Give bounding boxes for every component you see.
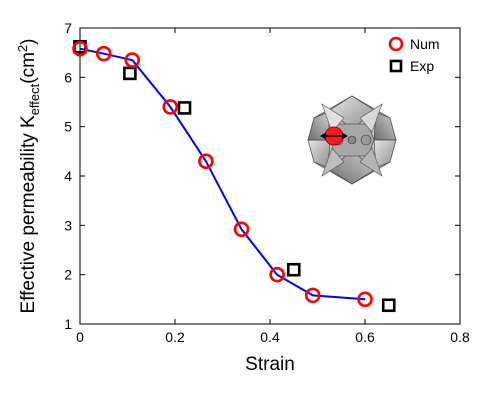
x-axis-title: Strain	[245, 354, 295, 375]
num-point	[304, 287, 321, 304]
legend-exp-label: Exp	[410, 58, 434, 74]
num-point	[95, 45, 112, 62]
y-axis-title-superscript: 2	[15, 45, 30, 52]
legend-num-marker	[388, 36, 404, 52]
num-point	[72, 40, 88, 57]
y-tick-label: 7	[64, 20, 72, 36]
exp-point	[177, 101, 192, 115]
x-tick-label: 0.6	[355, 329, 375, 345]
x-tick-label: 0.8	[450, 329, 470, 345]
x-tick-label: 0.4	[260, 329, 280, 345]
y-axis: 1 2 3 4 5 6 7	[64, 20, 460, 332]
y-axis-title-subscript: effect	[27, 83, 42, 115]
y-axis-title-unit-open: (cm	[18, 52, 39, 84]
y-tick-label: 5	[64, 119, 72, 135]
y-axis-title-prefix: Effective permeability K	[18, 115, 39, 314]
legend-exp-marker	[389, 59, 403, 73]
num-point	[233, 221, 250, 238]
num-point	[357, 291, 373, 308]
y-axis-title: Effective permeability Keffect(cm2)	[15, 39, 42, 314]
y-tick-label: 2	[64, 267, 72, 283]
plot-frame	[79, 27, 461, 325]
data-markers	[72, 39, 396, 313]
num-point	[269, 266, 285, 283]
num-series-line	[79, 47, 366, 301]
x-tick-label: 0	[76, 329, 84, 345]
legend-num-label: Num	[410, 36, 440, 52]
num-point	[198, 153, 214, 169]
num-point	[124, 52, 141, 68]
y-tick-label: 1	[64, 316, 72, 332]
x-axis: 0 0.2 0.4 0.6 0.8	[76, 28, 470, 345]
y-axis-title-unit-close: )	[18, 39, 39, 45]
exp-point	[381, 298, 396, 313]
x-tick-label: 0.2	[165, 329, 185, 345]
num-point	[162, 99, 179, 115]
legend: Num Exp	[388, 36, 440, 74]
lattice-structure-icon	[307, 95, 397, 185]
exp-point	[123, 66, 137, 81]
y-tick-label: 3	[64, 217, 72, 233]
y-tick-label: 4	[64, 168, 72, 184]
y-tick-label: 6	[64, 69, 72, 85]
exp-point	[286, 262, 301, 277]
